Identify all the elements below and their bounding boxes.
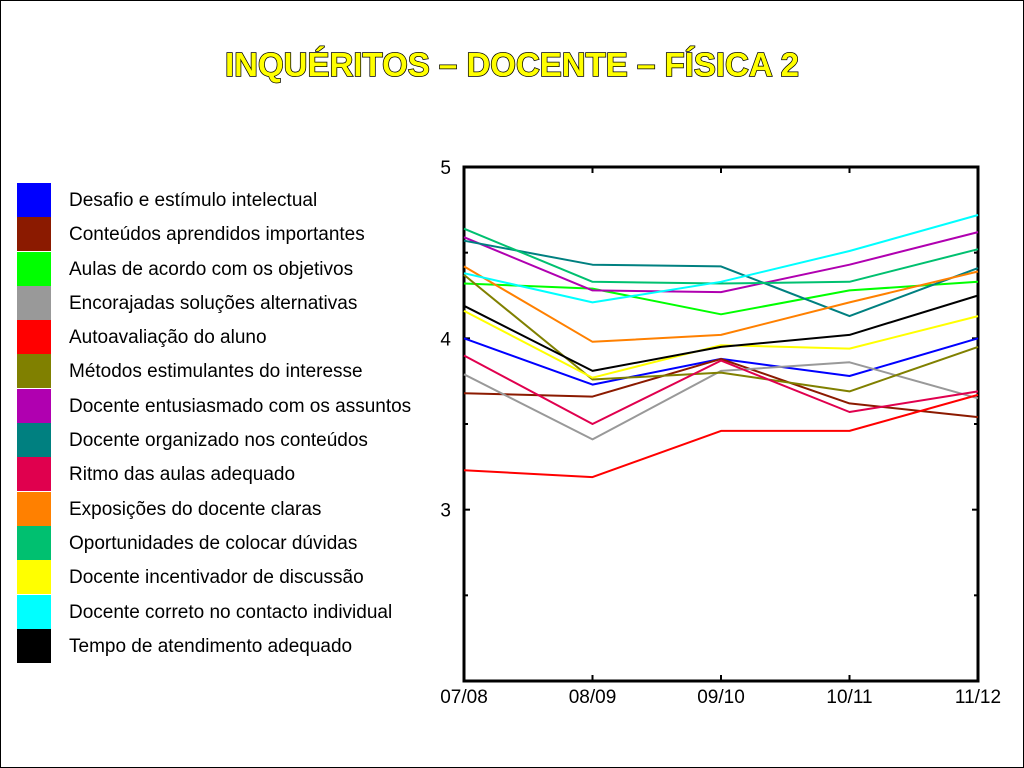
legend-swatch	[17, 354, 51, 389]
legend-swatch	[17, 594, 51, 629]
legend-item: Docente incentivador de discussão	[17, 560, 447, 595]
series-line	[463, 239, 979, 318]
legend-swatch	[17, 560, 51, 595]
series-line	[463, 265, 979, 343]
legend-item: Docente organizado nos conteúdos	[17, 423, 447, 458]
legend-item: Conteúdos aprendidos importantes	[17, 217, 447, 252]
legend-swatch	[17, 525, 51, 560]
series-line	[463, 357, 979, 419]
legend-label: Oportunidades de colocar dúvidas	[69, 532, 358, 554]
legend-item: Autoavaliação do aluno	[17, 320, 447, 355]
series-line	[463, 354, 979, 425]
y-tick-label: 5	[440, 158, 451, 179]
plot-area-border	[462, 165, 980, 683]
legend-item: Aulas de acordo com os objetivos	[17, 251, 447, 286]
legend-item: Docente entusiasmado com os assuntos	[17, 388, 447, 423]
y-tick-label: 3	[440, 501, 451, 522]
legend-swatch	[17, 388, 51, 423]
legend-label: Ritmo das aulas adequado	[69, 464, 296, 486]
legend-swatch	[17, 491, 51, 526]
series-line	[463, 361, 979, 441]
legend-label: Docente incentivador de discussão	[69, 567, 364, 589]
legend-item: Exposições do docente claras	[17, 491, 447, 526]
series-line	[463, 280, 979, 316]
legend-swatch	[17, 285, 51, 320]
series-line	[463, 274, 979, 393]
legend-label: Docente correto no contacto individual	[69, 601, 393, 623]
series-line	[463, 227, 979, 285]
chart-title: INQUÉRITOS – DOCENTE – FÍSICA 2	[224, 45, 799, 84]
legend-label: Tempo de atendimento adequado	[69, 635, 353, 657]
legend: Desafio e estímulo intelectual Conteúdos …	[17, 183, 447, 663]
x-tick-label: 07/08	[440, 687, 488, 708]
y-tick-label: 4	[440, 329, 451, 350]
legend-label: Docente entusiasmado com os assuntos	[69, 395, 412, 417]
legend-label: Autoavaliação do aluno	[69, 327, 267, 349]
series-line	[463, 393, 979, 479]
x-tick-label: 09/10	[697, 687, 745, 708]
legend-item: Docente correto no contacto individual	[17, 594, 447, 629]
x-tick-label: 11/12	[955, 687, 1001, 708]
legend-item: Ritmo das aulas adequado	[17, 457, 447, 492]
legend-swatch	[17, 183, 51, 217]
legend-label: Desafio e estímulo intelectual	[69, 190, 318, 211]
series-line	[463, 294, 979, 372]
legend-item: Oportunidades de colocar dúvidas	[17, 525, 447, 560]
legend-item: Métodos estimulantes do interesse	[17, 354, 447, 389]
legend-item: Desafio e estímulo intelectual	[17, 183, 447, 217]
legend-label: Métodos estimulantes do interesse	[69, 361, 363, 383]
legend-swatch	[17, 457, 51, 492]
legend-item: Tempo de atendimento adequado	[17, 628, 447, 663]
series-line	[463, 214, 979, 304]
x-tick-label: 08/09	[569, 687, 617, 708]
legend-swatch	[17, 423, 51, 458]
legend-swatch	[17, 251, 51, 286]
legend-label: Aulas de acordo com os objetivos	[69, 258, 354, 280]
legend-label: Conteúdos aprendidos importantes	[69, 224, 365, 246]
x-tick-label: 10/11	[826, 687, 872, 708]
legend-label: Docente organizado nos conteúdos	[69, 430, 368, 452]
legend-swatch	[17, 628, 51, 663]
series-line	[463, 310, 979, 379]
legend-label: Exposições do docente claras	[69, 498, 322, 520]
series-line	[463, 231, 979, 294]
legend-swatch	[17, 217, 51, 252]
legend-swatch	[17, 320, 51, 355]
legend-label: Encorajadas soluções alternativas	[69, 292, 358, 314]
legend-item: Encorajadas soluções alternativas	[17, 285, 447, 320]
